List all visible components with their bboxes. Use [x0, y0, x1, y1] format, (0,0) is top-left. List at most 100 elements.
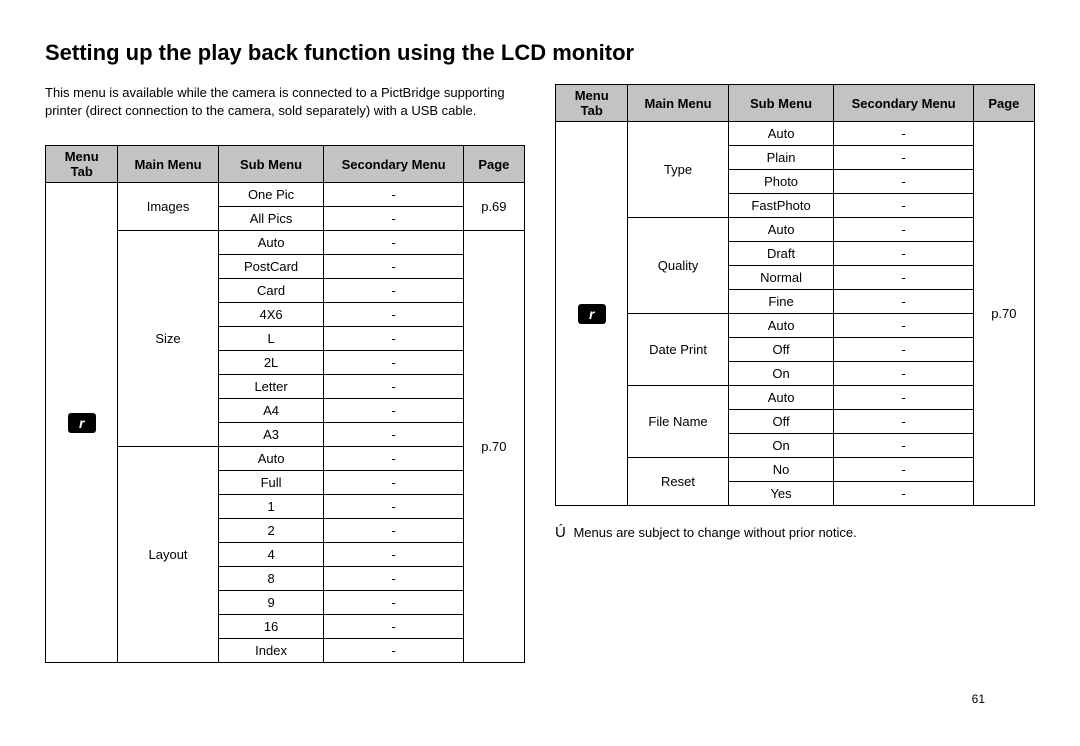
sub-cell: Auto — [728, 218, 834, 242]
main-images: Images — [118, 183, 218, 231]
sub-cell: PostCard — [218, 255, 324, 279]
sec-cell: - — [834, 386, 973, 410]
sec-cell: - — [324, 255, 463, 279]
sec-cell: - — [324, 423, 463, 447]
sec-cell: - — [324, 279, 463, 303]
sec-cell: - — [834, 362, 973, 386]
sub-cell: Plain — [728, 146, 834, 170]
sec-cell: - — [324, 447, 463, 471]
sec-cell: - — [834, 338, 973, 362]
sub-cell: 8 — [218, 567, 324, 591]
sub-cell: FastPhoto — [728, 194, 834, 218]
menu-tab-icon-cell: r — [556, 122, 628, 506]
main-dateprint: Date Print — [628, 314, 728, 386]
sec-cell: - — [324, 639, 463, 663]
intro-text: This menu is available while the camera … — [45, 84, 525, 120]
sub-cell: Auto — [728, 386, 834, 410]
th-menu-tab: Menu Tab — [556, 85, 628, 122]
sub-cell: Off — [728, 410, 834, 434]
left-column: This menu is available while the camera … — [45, 84, 525, 663]
sub-cell: Draft — [728, 242, 834, 266]
sec-cell: - — [324, 495, 463, 519]
sec-cell: - — [834, 122, 973, 146]
sub-cell: Photo — [728, 170, 834, 194]
page-title: Setting up the play back function using … — [45, 40, 1035, 66]
menu-table-2: Menu Tab Main Menu Sub Menu Secondary Me… — [555, 84, 1035, 506]
sec-cell: - — [324, 399, 463, 423]
sub-cell: A4 — [218, 399, 324, 423]
th-menu-tab: Menu Tab — [46, 146, 118, 183]
sec-cell: - — [834, 458, 973, 482]
th-sub-menu: Sub Menu — [218, 146, 324, 183]
sec-cell: - — [834, 266, 973, 290]
right-column: Menu Tab Main Menu Sub Menu Secondary Me… — [555, 84, 1035, 663]
sub-cell: Letter — [218, 375, 324, 399]
main-layout: Layout — [118, 447, 218, 663]
main-quality: Quality — [628, 218, 728, 314]
sec-cell: - — [324, 183, 463, 207]
sec-cell: - — [834, 482, 973, 506]
pictbridge-icon: r — [578, 304, 606, 324]
sec-cell: - — [834, 194, 973, 218]
sec-cell: - — [834, 170, 973, 194]
sec-cell: - — [834, 242, 973, 266]
sub-cell: 4X6 — [218, 303, 324, 327]
sec-cell: - — [324, 591, 463, 615]
page-cell: p.69 — [463, 183, 524, 231]
note-text: Menus are subject to change without prio… — [573, 525, 856, 540]
sub-cell: Auto — [728, 314, 834, 338]
sub-cell: Index — [218, 639, 324, 663]
th-sub-menu: Sub Menu — [728, 85, 834, 122]
sub-cell: 2 — [218, 519, 324, 543]
sub-cell: Auto — [218, 447, 324, 471]
sub-cell: 1 — [218, 495, 324, 519]
page-cell: p.70 — [973, 122, 1034, 506]
menu-table-1: Menu Tab Main Menu Sub Menu Secondary Me… — [45, 145, 525, 663]
sub-cell: Off — [728, 338, 834, 362]
sec-cell: - — [834, 146, 973, 170]
th-main-menu: Main Menu — [118, 146, 218, 183]
page-number: 61 — [972, 692, 985, 706]
sec-cell: - — [324, 351, 463, 375]
main-size: Size — [118, 231, 218, 447]
sec-cell: - — [324, 207, 463, 231]
main-reset: Reset — [628, 458, 728, 506]
sub-cell: Card — [218, 279, 324, 303]
th-secondary-menu: Secondary Menu — [324, 146, 463, 183]
sec-cell: - — [834, 290, 973, 314]
content-columns: This menu is available while the camera … — [45, 84, 1035, 663]
sec-cell: - — [834, 314, 973, 338]
sec-cell: - — [324, 303, 463, 327]
sub-cell: 9 — [218, 591, 324, 615]
footnote: Ú Menus are subject to change without pr… — [555, 524, 1035, 541]
menu-tab-icon-cell: r — [46, 183, 118, 663]
sec-cell: - — [834, 218, 973, 242]
sec-cell: - — [324, 615, 463, 639]
page-cell: p.70 — [463, 231, 524, 663]
th-page: Page — [463, 146, 524, 183]
pictbridge-icon: r — [68, 413, 96, 433]
sec-cell: - — [324, 567, 463, 591]
sub-cell: Auto — [728, 122, 834, 146]
sec-cell: - — [834, 410, 973, 434]
sec-cell: - — [324, 231, 463, 255]
sec-cell: - — [324, 471, 463, 495]
sub-cell: 2L — [218, 351, 324, 375]
sub-cell: 16 — [218, 615, 324, 639]
sub-cell: On — [728, 362, 834, 386]
th-secondary-menu: Secondary Menu — [834, 85, 973, 122]
th-main-menu: Main Menu — [628, 85, 728, 122]
sub-cell: Yes — [728, 482, 834, 506]
sub-cell: On — [728, 434, 834, 458]
sec-cell: - — [324, 375, 463, 399]
th-page: Page — [973, 85, 1034, 122]
sec-cell: - — [324, 327, 463, 351]
sub-cell: One Pic — [218, 183, 324, 207]
main-type: Type — [628, 122, 728, 218]
sub-cell: A3 — [218, 423, 324, 447]
sub-cell: 4 — [218, 543, 324, 567]
sub-cell: L — [218, 327, 324, 351]
sub-cell: All Pics — [218, 207, 324, 231]
sub-cell: Auto — [218, 231, 324, 255]
main-filename: File Name — [628, 386, 728, 458]
